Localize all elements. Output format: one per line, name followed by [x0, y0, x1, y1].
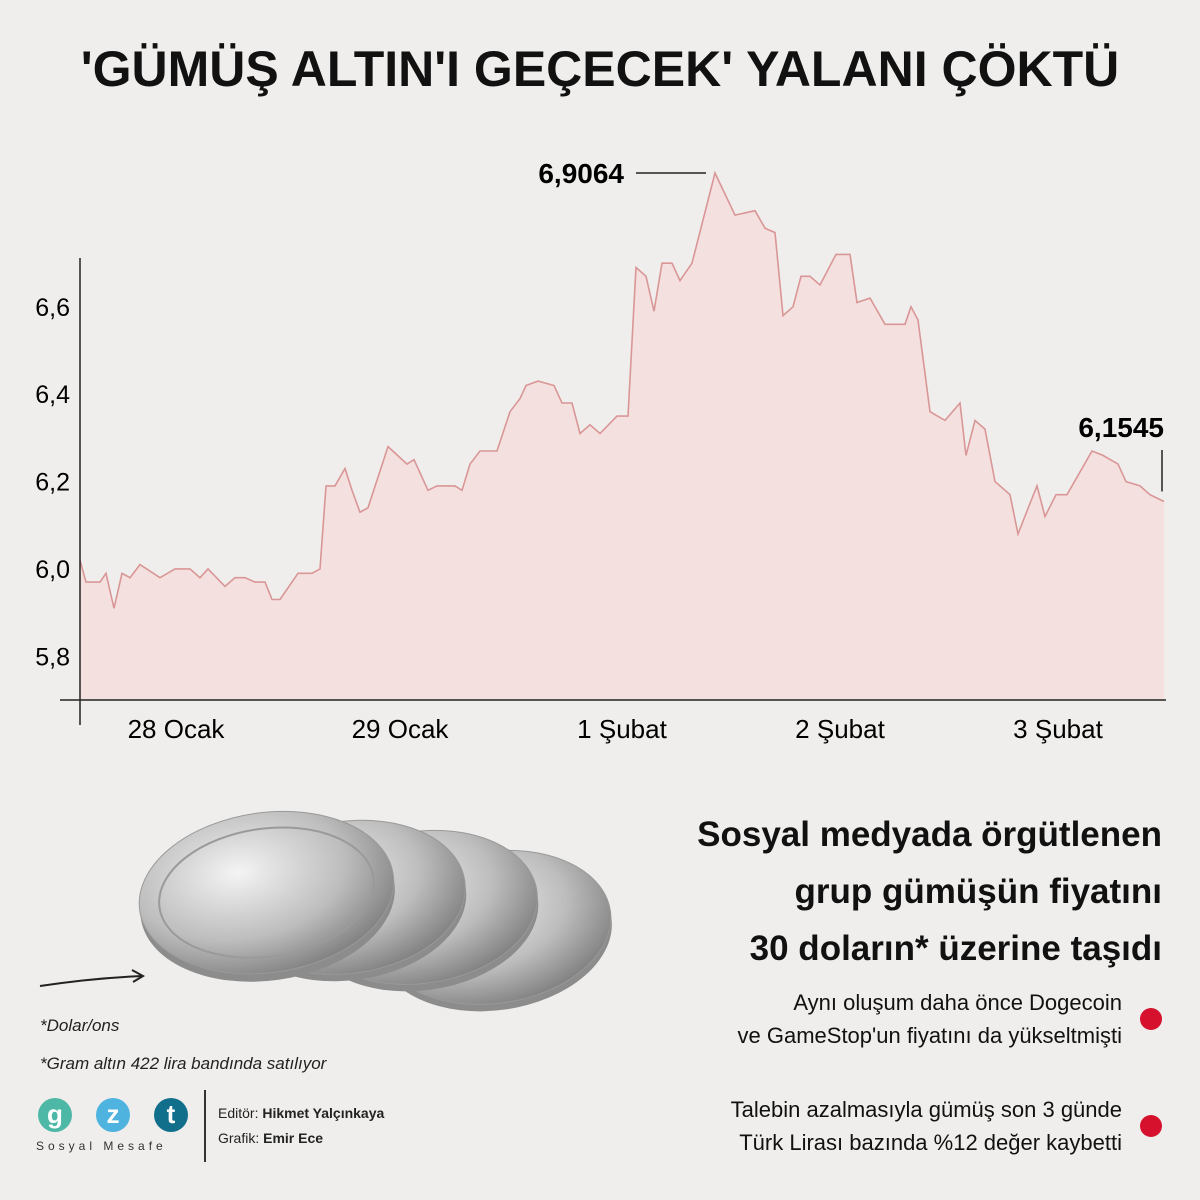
logo-z: z [96, 1098, 130, 1132]
divider [204, 1090, 206, 1162]
page-title: 'GÜMÜŞ ALTIN'I GEÇECEK' YALANI ÇÖKTÜ [80, 41, 1120, 97]
bullet-item: Talebin azalmasıyla gümüş son 3 günde Tü… [652, 1093, 1162, 1159]
footnote-gold: *Gram altın 422 lira bandında satılıyor [40, 1054, 327, 1073]
red-dot-icon [1140, 1115, 1162, 1137]
logo-t: t [154, 1098, 188, 1132]
y-tick-label: 6,4 [35, 381, 70, 409]
x-tick-label: 1 Şubat [577, 714, 667, 744]
graphic-credit: Grafik: Emir Ece [218, 1130, 323, 1146]
bullet-item: Aynı oluşum daha önce Dogecoin ve GameSt… [652, 986, 1162, 1052]
bullet-text: ve GameStop'un fiyatını da yükseltmişti [737, 1023, 1122, 1048]
y-tick-label: 6,6 [35, 294, 70, 322]
red-dot-icon [1140, 1008, 1162, 1030]
x-tick-label: 29 Ocak [352, 714, 450, 744]
headline-line: Sosyal medyada örgütlenen [697, 815, 1162, 854]
logo-g: g [38, 1098, 72, 1132]
editor-credit: Editör: Hikmet Yalçınkaya [218, 1105, 384, 1121]
x-tick-label: 2 Şubat [795, 714, 885, 744]
last-annotation-label: 6,1545 [1078, 412, 1164, 443]
editor-name: Hikmet Yalçınkaya [262, 1105, 385, 1121]
editor-label: Editör: [218, 1105, 259, 1121]
footnote-dollar: *Dolar/ons [40, 1016, 120, 1035]
bullet-text: Talebin azalmasıyla gümüş son 3 günde [730, 1097, 1122, 1122]
logo-tagline: Sosyal Mesafe [36, 1139, 167, 1153]
area-fill [80, 173, 1164, 700]
graphic-label: Grafik: [218, 1130, 260, 1146]
arrow-icon [39, 969, 146, 987]
headline-line: 30 doların* üzerine taşıdı [749, 929, 1162, 968]
price-line [79, 170, 1165, 609]
headline: Sosyal medyada örgütlenen grup gümüşün f… [642, 806, 1162, 977]
graphic-name: Emir Ece [263, 1130, 324, 1146]
bullet-text: Aynı oluşum daha önce Dogecoin [793, 990, 1122, 1015]
y-tick-label: 6,0 [35, 556, 70, 584]
headline-line: grup gümüşün fiyatını [794, 872, 1162, 911]
x-tick-label: 28 Ocak [128, 714, 226, 744]
x-tick-label: 3 Şubat [1013, 714, 1103, 744]
y-tick-label: 6,2 [35, 469, 70, 497]
bullet-text: Türk Lirası bazında %12 değer kaybetti [739, 1130, 1122, 1155]
max-annotation-label: 6,9064 [538, 158, 624, 189]
y-tick-label: 5,8 [35, 643, 70, 671]
silver-coins-image [138, 810, 612, 1012]
silver-price-chart: 5,8 6,0 6,2 6,4 6,6 28 Ocak 29 Ocak 1 Şubat 2 Şu… [35, 158, 1166, 744]
